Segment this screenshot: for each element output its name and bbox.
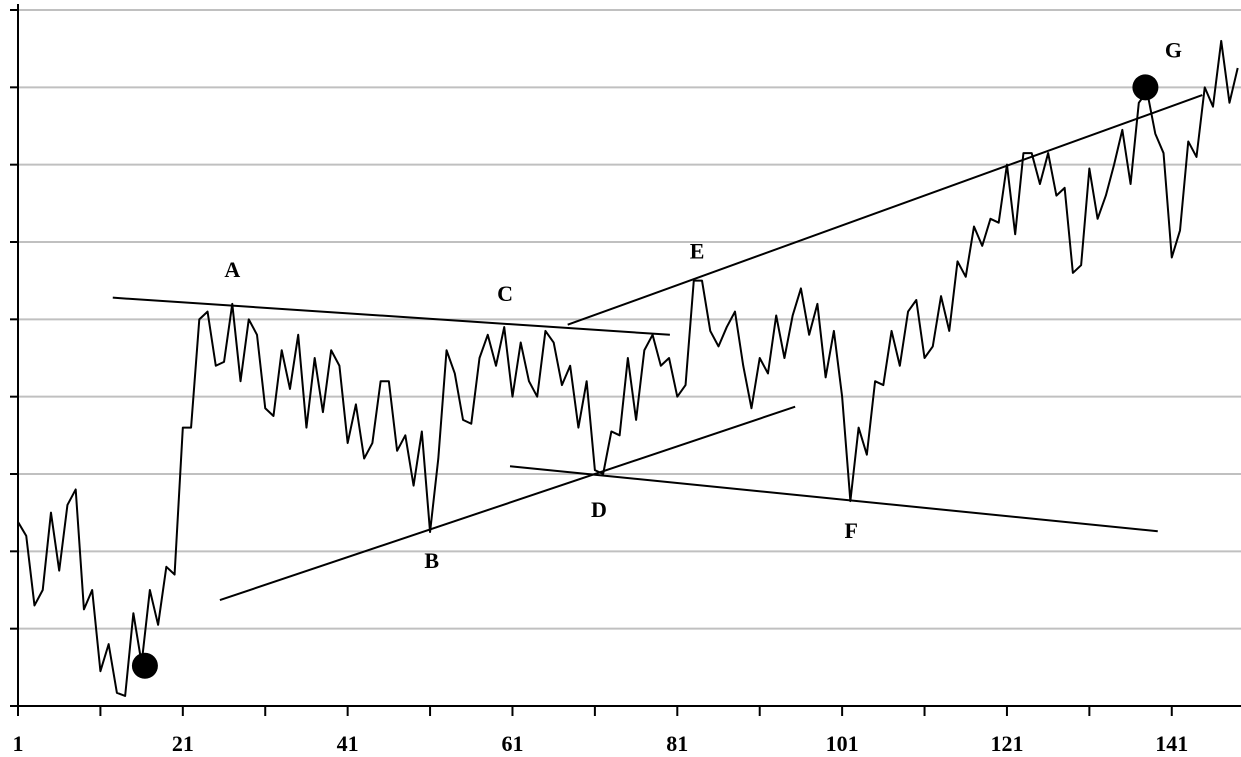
x-tick-label: 141: [1155, 731, 1188, 756]
annotation: C: [497, 281, 513, 306]
annotation: A: [224, 257, 240, 282]
x-tick-label: 81: [666, 731, 688, 756]
trend-line: [219, 405, 796, 602]
x-tick-label: 61: [501, 731, 523, 756]
annotation: D: [591, 497, 607, 522]
x-tick-label: 101: [826, 731, 859, 756]
x-tick-label: 1: [13, 731, 24, 756]
trend-line: [509, 465, 1158, 533]
annotation: E: [690, 239, 705, 264]
annotation: G: [1165, 38, 1182, 63]
trend-line: [112, 296, 670, 336]
marker-dot: [1132, 74, 1159, 101]
annotation: F: [844, 518, 857, 543]
x-tick-label: 121: [990, 731, 1023, 756]
price-line: [17, 39, 1239, 697]
marker-dot: [131, 652, 158, 679]
trend-line: [567, 94, 1203, 326]
annotation: B: [424, 548, 439, 573]
x-tick-label: 41: [337, 731, 359, 756]
x-tick-label: 21: [172, 731, 194, 756]
